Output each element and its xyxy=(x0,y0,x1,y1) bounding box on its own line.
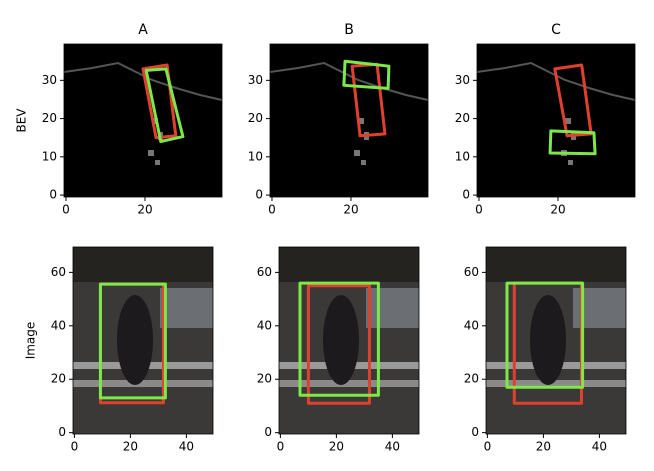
y-tick-label: 20 xyxy=(42,111,57,125)
panel-title: A xyxy=(138,22,148,38)
y-tick-label: 20 xyxy=(464,372,479,386)
panel-title: C xyxy=(551,22,561,38)
y-tick-label: 20 xyxy=(51,372,66,386)
y-tick-label: 0 xyxy=(264,425,272,439)
axes-frame xyxy=(278,246,420,435)
y-tick-label: 60 xyxy=(51,265,66,279)
bev-image xyxy=(477,44,635,197)
x-tick-label: 40 xyxy=(385,440,400,454)
bounding-box xyxy=(144,67,185,144)
axes-frame xyxy=(63,43,223,198)
y-tick-label: 30 xyxy=(248,73,263,87)
camera-image xyxy=(73,247,213,434)
y-tick-label: 0 xyxy=(49,188,57,202)
y-tick-label: 40 xyxy=(51,318,66,332)
x-tick-label: 20 xyxy=(536,440,551,454)
bounding-box xyxy=(553,63,593,138)
x-tick-label: 20 xyxy=(137,203,152,217)
bounding-box xyxy=(141,63,178,140)
x-tick-label: 0 xyxy=(277,440,285,454)
x-tick-label: 20 xyxy=(550,203,565,217)
y-tick-label: 10 xyxy=(455,149,470,163)
axes-frame xyxy=(72,246,214,435)
x-tick-label: 20 xyxy=(123,440,138,454)
y-tick-label: 0 xyxy=(58,425,66,439)
x-tick-label: 40 xyxy=(179,440,194,454)
y-tick-label: 40 xyxy=(464,318,479,332)
bounding-box xyxy=(306,284,371,405)
y-tick-label: 30 xyxy=(42,73,57,87)
y-tick-label: 10 xyxy=(248,149,263,163)
bev-road xyxy=(63,61,223,101)
y-axis-label: BEV xyxy=(15,108,29,133)
axes-frame xyxy=(476,43,636,198)
y-tick-label: 40 xyxy=(257,318,272,332)
x-tick-label: 0 xyxy=(484,440,492,454)
y-tick-label: 20 xyxy=(257,372,272,386)
bounding-box xyxy=(548,129,597,156)
bev-image xyxy=(64,44,222,197)
x-tick-label: 0 xyxy=(475,203,483,217)
y-tick-label: 10 xyxy=(42,149,57,163)
bounding-box xyxy=(505,281,585,389)
panel-backgrounds xyxy=(63,44,636,434)
y-tick-label: 30 xyxy=(455,73,470,87)
axes-frame xyxy=(485,246,627,435)
y-tick-label: 60 xyxy=(257,265,272,279)
x-tick-label: 0 xyxy=(71,440,79,454)
x-tick-label: 0 xyxy=(268,203,276,217)
y-tick-label: 20 xyxy=(248,111,263,125)
bounding-box xyxy=(298,281,380,397)
y-tick-label: 0 xyxy=(255,188,263,202)
y-tick-label: 0 xyxy=(462,188,470,202)
camera-image xyxy=(279,247,419,434)
axes-frame xyxy=(269,43,429,198)
x-tick-label: 0 xyxy=(62,203,70,217)
x-tick-label: 20 xyxy=(329,440,344,454)
camera-images xyxy=(73,247,626,434)
y-tick-label: 20 xyxy=(455,111,470,125)
x-tick-label: 20 xyxy=(343,203,358,217)
x-tick-label: 40 xyxy=(592,440,607,454)
bev-image xyxy=(270,44,428,197)
y-axis-label: Image xyxy=(24,322,38,360)
bev-road xyxy=(269,61,429,101)
panel-title: B xyxy=(344,22,354,38)
y-tick-label: 0 xyxy=(471,425,479,439)
bounding-box xyxy=(342,59,391,90)
y-tick-label: 60 xyxy=(464,265,479,279)
bounding-box xyxy=(98,282,167,400)
